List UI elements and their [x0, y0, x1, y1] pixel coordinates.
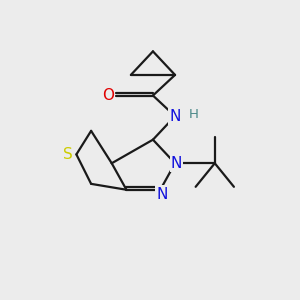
Text: H: H	[188, 108, 198, 121]
Text: S: S	[63, 147, 73, 162]
Text: N: N	[171, 156, 182, 171]
Text: O: O	[102, 88, 114, 103]
Text: N: N	[169, 109, 181, 124]
Text: N: N	[156, 187, 167, 202]
